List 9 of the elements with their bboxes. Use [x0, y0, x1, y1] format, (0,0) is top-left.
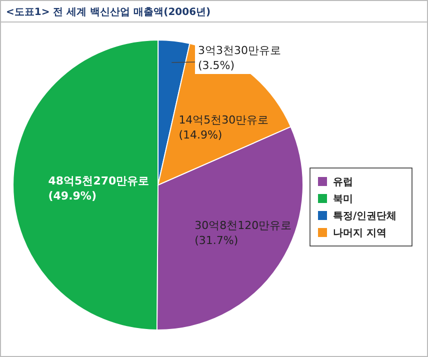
data-label: 48억5천270만유로 (49.9%) — [48, 174, 150, 203]
legend-label: 북미 — [333, 194, 353, 205]
legend-label: 나머지 지역 — [333, 228, 386, 239]
data-label: 30억8천120만유로 (31.7%) — [194, 218, 292, 247]
data-label: 14억5천30만유로 (14.9%) — [178, 113, 269, 142]
legend-label: 유럽 — [333, 177, 353, 188]
legend-label: 특정/인권단체 — [333, 211, 397, 222]
data-label: 3억3천30만유로 (3.5%) — [198, 44, 281, 72]
chart-title: <도표1> 전 세계 백신산업 매출액(2006년) — [6, 7, 211, 18]
